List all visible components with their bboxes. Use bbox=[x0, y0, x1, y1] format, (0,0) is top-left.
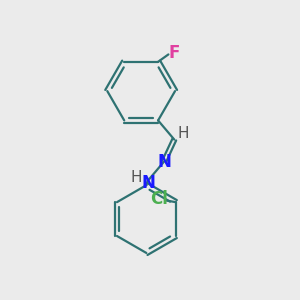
Text: N: N bbox=[141, 174, 155, 192]
Text: H: H bbox=[178, 126, 190, 141]
Text: Cl: Cl bbox=[150, 190, 168, 208]
Text: H: H bbox=[131, 170, 142, 185]
Text: N: N bbox=[158, 153, 172, 171]
Text: F: F bbox=[168, 44, 179, 62]
